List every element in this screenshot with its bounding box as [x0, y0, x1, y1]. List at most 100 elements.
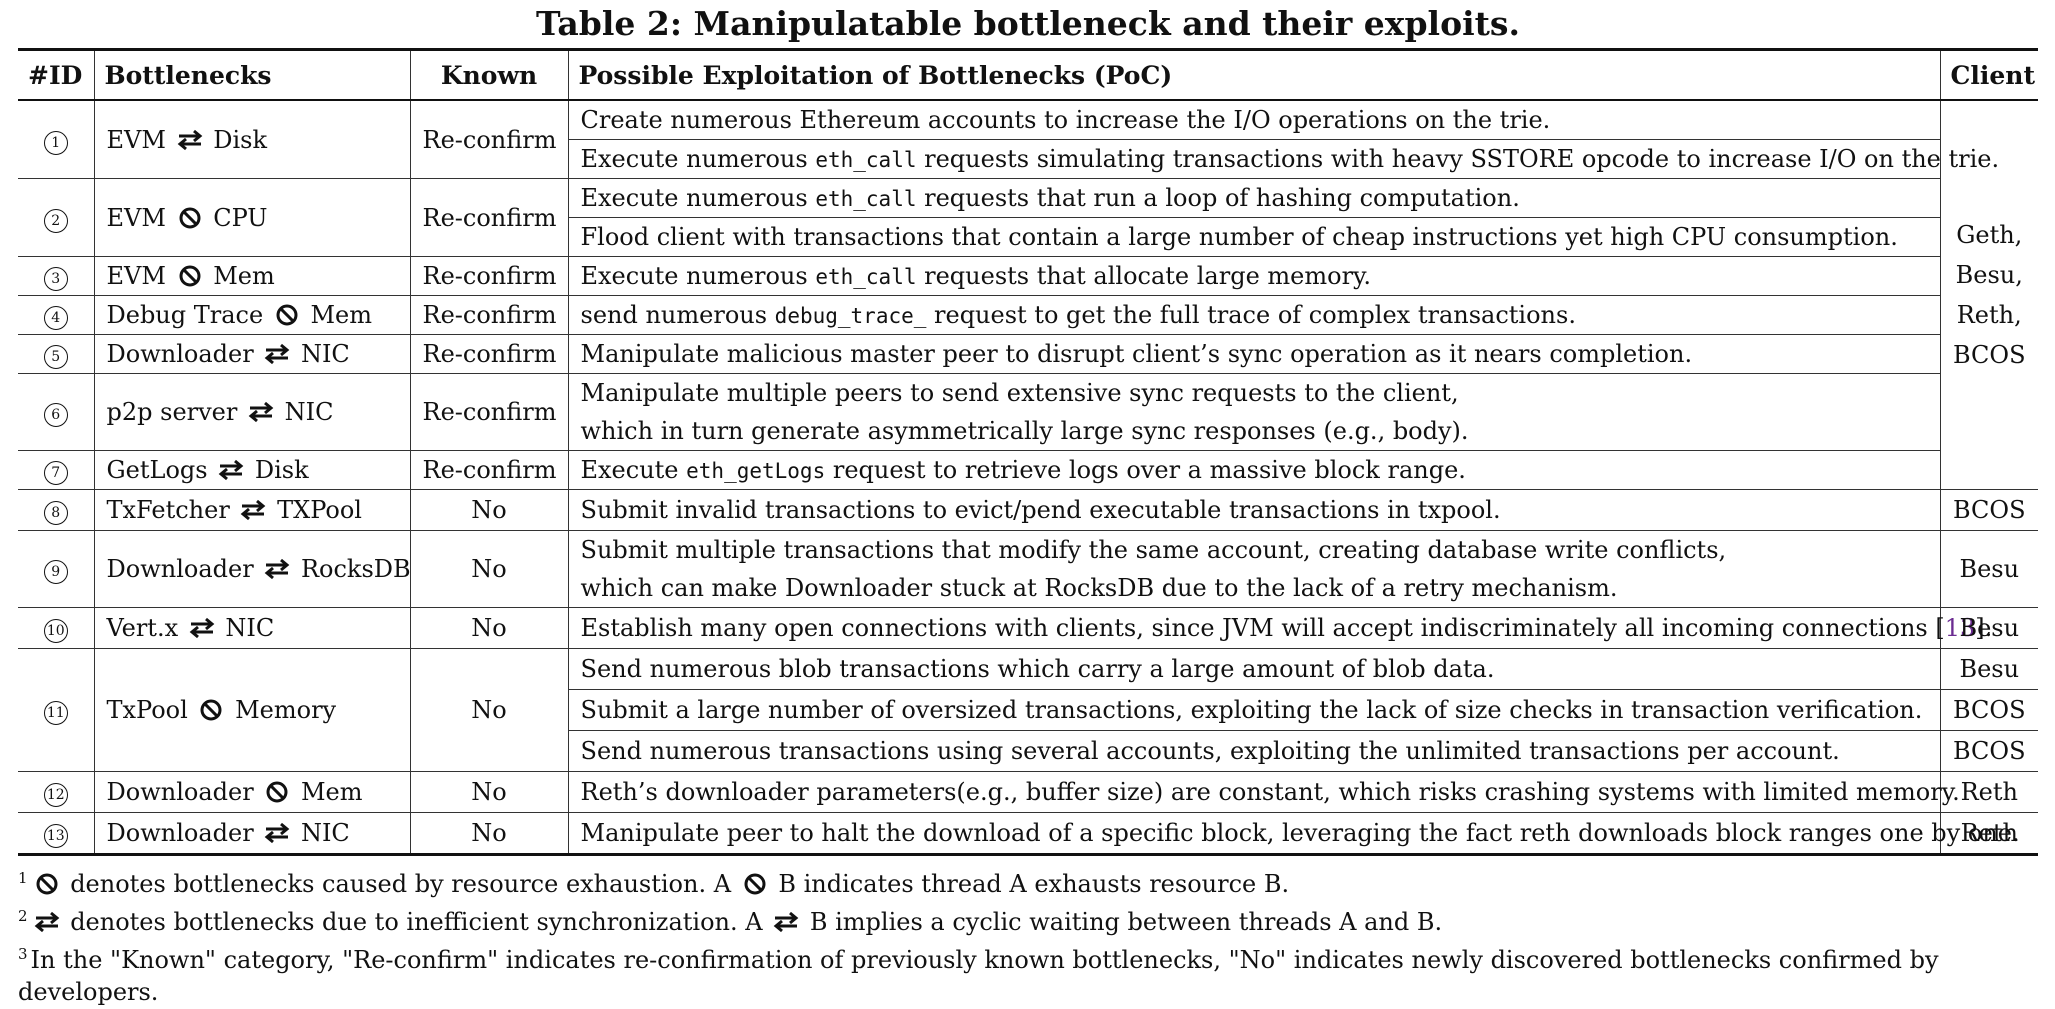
poc-description: Execute numerous eth_call requests that …: [568, 256, 1941, 296]
row-id: 12: [18, 771, 95, 813]
poc-text: Submit a large number of oversized trans…: [580, 696, 1923, 724]
row-id-badge: 8: [43, 501, 68, 525]
poc-description: Send numerous transactions using several…: [568, 730, 1941, 772]
exhaustion-icon: [197, 699, 225, 721]
row-id: 10: [18, 607, 95, 649]
poc-description: Reth’s downloader parameters(e.g., buffe…: [568, 771, 1960, 813]
thread-a: Downloader: [106, 555, 254, 583]
thread-a: EVM: [106, 125, 166, 154]
footnote-text: In the "Known" category, "Re-confirm" in…: [18, 946, 1939, 1006]
header-poc: Possible Exploitation of Bottlenecks (Po…: [568, 49, 1941, 100]
thread-a: GetLogs: [106, 456, 208, 484]
bottleneck-cell: EVM Mem: [94, 256, 411, 296]
row-id: 2: [18, 178, 95, 257]
poc-text: Reth’s downloader parameters(e.g., buffe…: [580, 778, 1960, 806]
api-call: debug_trace_: [774, 304, 927, 328]
header-row: #ID Bottlenecks Known Possible Exploitat…: [18, 49, 2038, 100]
poc-text: send numerous: [580, 301, 775, 329]
bottleneck-cell: Vert.x NIC: [94, 607, 411, 649]
poc-text: Establish many open connections with cli…: [580, 614, 1945, 642]
client-name: BCOS: [1940, 730, 2038, 772]
resource-b: NIC: [300, 340, 350, 368]
poc-text: Create numerous Ethereum accounts to inc…: [580, 106, 1551, 134]
bottleneck-cell: Debug Trace Mem: [94, 295, 411, 335]
row-id-badge: 1: [43, 130, 68, 155]
header-bottlenecks: Bottlenecks: [94, 49, 411, 100]
resource-b: Disk: [213, 125, 267, 154]
known-status: No: [410, 771, 569, 813]
poc-text: Execute: [580, 456, 687, 484]
row-id: 13: [18, 812, 95, 856]
row-id: 11: [18, 648, 95, 772]
thread-a: Debug Trace: [106, 301, 264, 329]
footnote-text: denotes bottlenecks caused by resource e…: [70, 870, 732, 898]
table-row: 9 Downloader RocksDB No Submit multiple tra…: [18, 530, 2038, 608]
resource-b: NIC: [225, 614, 275, 642]
cyclic-wait-icon: [176, 129, 204, 151]
resource-b: RocksDB: [300, 555, 411, 583]
table-row: 10 Vert.x NIC No Establish many open connec…: [18, 607, 2038, 649]
resource-b: NIC: [284, 398, 334, 426]
known-status: Re-confirm: [410, 334, 569, 374]
resource-b: NIC: [300, 819, 350, 847]
poc-text: Manipulate malicious master peer to disr…: [580, 340, 1693, 368]
client-name: BCOS: [1940, 489, 2038, 531]
row-id-badge: 13: [43, 824, 68, 848]
poc-description: Send numerous blob transactions which ca…: [568, 648, 1941, 690]
resource-b: TXPool: [277, 496, 362, 524]
exhaustion-icon: [33, 873, 61, 895]
known-status: Re-confirm: [410, 295, 569, 335]
poc-text-tail: request to get the full trace of complex…: [926, 301, 1576, 329]
footnote-text: B indicates thread A exhausts resource B…: [778, 870, 1290, 898]
thread-a: Vert.x: [106, 614, 179, 642]
row-id-badge: 10: [43, 619, 68, 643]
row-id: 9: [18, 530, 95, 608]
known-status: No: [410, 648, 569, 772]
poc-description: Manipulate peer to halt the download of …: [568, 812, 2020, 856]
poc-description: which in turn generate asymmetrically la…: [568, 412, 1941, 451]
known-status: No: [410, 530, 569, 608]
cyclic-wait-icon: [247, 401, 275, 423]
row-id: 7: [18, 450, 95, 490]
cyclic-wait-icon: [217, 459, 245, 481]
table-row: 2 EVM CPU Re-confirm Execute numerous eth_c…: [18, 178, 2038, 257]
api-call: eth_call: [815, 265, 917, 289]
client-name: BCOS: [1940, 689, 2038, 731]
cyclic-wait-icon: [263, 822, 291, 844]
bottleneck-cell: GetLogs Disk: [94, 450, 411, 490]
footnote-number: 2: [18, 907, 28, 925]
poc-description: Submit invalid transactions to evict/pen…: [568, 489, 1941, 531]
resource-b: Mem: [300, 778, 363, 806]
row-id-badge: 9: [43, 560, 68, 584]
bottleneck-cell: Downloader NIC: [94, 812, 411, 856]
table-row: Flood client with transactions that cont…: [18, 217, 2038, 257]
bottleneck-table: #ID Bottlenecks Known Possible Exploitat…: [18, 48, 2038, 856]
bottleneck-cell: Downloader Mem: [94, 771, 411, 813]
poc-description: send numerous debug_trace_ request to ge…: [568, 295, 1941, 335]
poc-text: Flood client with transactions that cont…: [580, 223, 1898, 251]
client-group: Geth, Besu, Reth, BCOS: [1940, 100, 2038, 490]
poc-description: Create numerous Ethereum accounts to inc…: [568, 100, 1941, 140]
table-caption: Table 2: Manipulatable bottleneck and th…: [536, 4, 1520, 43]
client-name: Reth,: [1956, 301, 2022, 329]
poc-description: Execute eth_getLogs request to retrieve …: [568, 450, 1941, 490]
table-row: 6 p2p server NIC Re-confirm Manipulate mult…: [18, 373, 2038, 451]
resource-b: Mem: [213, 262, 275, 290]
table-footnotes: 1 denotes bottlenecks caused by resource…: [18, 862, 2038, 1008]
row-id: 8: [18, 489, 95, 531]
table-row: 12 Downloader Mem No Reth’s downloader para…: [18, 771, 2038, 813]
poc-text-tail: requests simulating transactions with he…: [916, 145, 2000, 173]
poc-description: Execute numerous eth_call requests that …: [568, 178, 1941, 218]
poc-description: Establish many open connections with cli…: [568, 607, 1992, 649]
exhaustion-icon: [263, 781, 291, 803]
poc-text: which can make Downloader stuck at Rocks…: [580, 574, 1618, 602]
poc-text: Submit multiple transactions that modify…: [580, 536, 1727, 564]
resource-b: Disk: [254, 456, 309, 484]
known-status: Re-confirm: [410, 178, 569, 257]
row-id-badge: 11: [43, 701, 68, 725]
row-id: 6: [18, 373, 95, 451]
known-status: No: [410, 489, 569, 531]
poc-text-tail: requests that run a loop of hashing comp…: [916, 184, 1520, 212]
thread-a: EVM: [106, 203, 166, 232]
table-row: 5 Downloader NIC Re-confirm Manipulate mali…: [18, 334, 2038, 374]
